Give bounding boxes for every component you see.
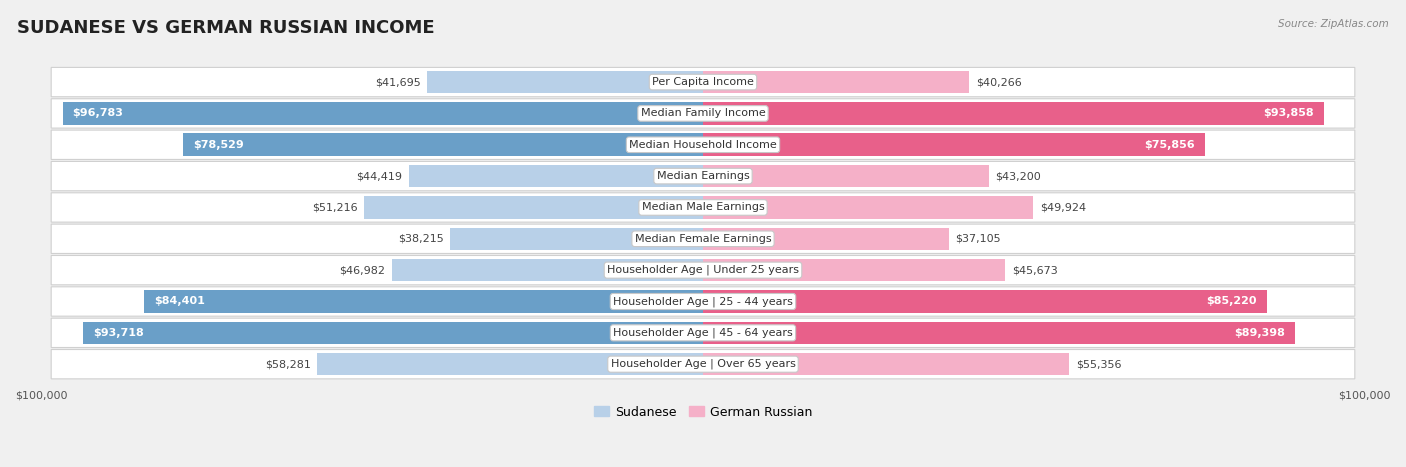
Bar bbox=[703, 290, 1267, 313]
Text: $44,419: $44,419 bbox=[357, 171, 402, 181]
Text: Householder Age | 25 - 44 years: Householder Age | 25 - 44 years bbox=[613, 296, 793, 307]
Text: $41,695: $41,695 bbox=[375, 77, 420, 87]
Text: $38,215: $38,215 bbox=[398, 234, 443, 244]
FancyBboxPatch shape bbox=[51, 130, 1355, 159]
Text: $58,281: $58,281 bbox=[264, 359, 311, 369]
Bar bbox=[703, 322, 1295, 344]
Bar bbox=[703, 165, 988, 187]
FancyBboxPatch shape bbox=[51, 287, 1355, 316]
Text: Median Female Earnings: Median Female Earnings bbox=[634, 234, 772, 244]
Bar bbox=[703, 196, 1033, 219]
Bar bbox=[703, 71, 970, 93]
Bar bbox=[145, 290, 703, 313]
Text: $93,718: $93,718 bbox=[93, 328, 143, 338]
Text: $93,858: $93,858 bbox=[1264, 108, 1315, 119]
FancyBboxPatch shape bbox=[51, 224, 1355, 254]
FancyBboxPatch shape bbox=[51, 318, 1355, 347]
Bar bbox=[364, 196, 703, 219]
Bar bbox=[62, 102, 703, 125]
Text: $45,673: $45,673 bbox=[1012, 265, 1057, 275]
Text: Per Capita Income: Per Capita Income bbox=[652, 77, 754, 87]
FancyBboxPatch shape bbox=[51, 349, 1355, 379]
Legend: Sudanese, German Russian: Sudanese, German Russian bbox=[589, 401, 817, 424]
Text: $84,401: $84,401 bbox=[155, 297, 205, 306]
Text: $43,200: $43,200 bbox=[995, 171, 1042, 181]
Text: SUDANESE VS GERMAN RUSSIAN INCOME: SUDANESE VS GERMAN RUSSIAN INCOME bbox=[17, 19, 434, 37]
Bar bbox=[409, 165, 703, 187]
Bar bbox=[450, 227, 703, 250]
FancyBboxPatch shape bbox=[51, 255, 1355, 285]
Bar bbox=[703, 227, 949, 250]
Text: Householder Age | Under 25 years: Householder Age | Under 25 years bbox=[607, 265, 799, 276]
Bar bbox=[392, 259, 703, 282]
Bar bbox=[83, 322, 703, 344]
Text: Median Male Earnings: Median Male Earnings bbox=[641, 203, 765, 212]
Text: Householder Age | 45 - 64 years: Householder Age | 45 - 64 years bbox=[613, 327, 793, 338]
Bar bbox=[183, 134, 703, 156]
Text: Median Household Income: Median Household Income bbox=[628, 140, 778, 150]
Text: $75,856: $75,856 bbox=[1144, 140, 1195, 150]
Text: $78,529: $78,529 bbox=[193, 140, 245, 150]
Text: Median Family Income: Median Family Income bbox=[641, 108, 765, 119]
Text: $46,982: $46,982 bbox=[339, 265, 385, 275]
Text: Householder Age | Over 65 years: Householder Age | Over 65 years bbox=[610, 359, 796, 369]
Bar bbox=[318, 353, 703, 375]
Text: $49,924: $49,924 bbox=[1040, 203, 1085, 212]
Text: Median Earnings: Median Earnings bbox=[657, 171, 749, 181]
Bar bbox=[427, 71, 703, 93]
FancyBboxPatch shape bbox=[51, 162, 1355, 191]
Text: $89,398: $89,398 bbox=[1234, 328, 1285, 338]
Text: $96,783: $96,783 bbox=[73, 108, 124, 119]
Text: $51,216: $51,216 bbox=[312, 203, 357, 212]
Text: $85,220: $85,220 bbox=[1206, 297, 1257, 306]
Bar bbox=[703, 102, 1324, 125]
Bar bbox=[703, 134, 1205, 156]
Bar bbox=[703, 259, 1005, 282]
Text: Source: ZipAtlas.com: Source: ZipAtlas.com bbox=[1278, 19, 1389, 28]
FancyBboxPatch shape bbox=[51, 193, 1355, 222]
Text: $55,356: $55,356 bbox=[1076, 359, 1122, 369]
FancyBboxPatch shape bbox=[51, 99, 1355, 128]
Bar bbox=[703, 353, 1070, 375]
FancyBboxPatch shape bbox=[51, 67, 1355, 97]
Text: $37,105: $37,105 bbox=[955, 234, 1001, 244]
Text: $40,266: $40,266 bbox=[976, 77, 1022, 87]
